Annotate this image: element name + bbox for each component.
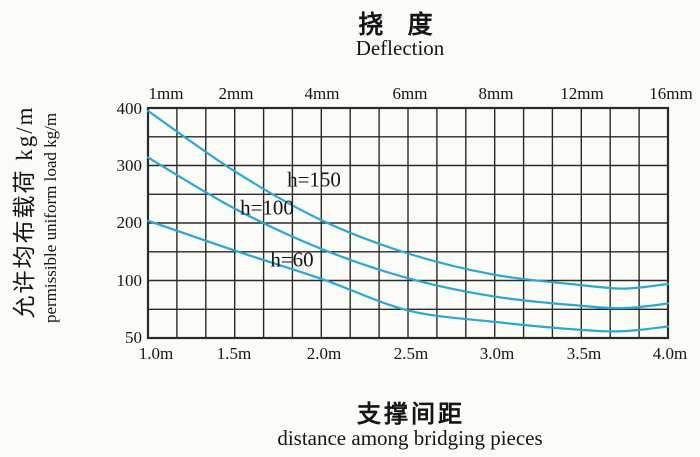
x-axis-title-zh: 支撑间距	[357, 402, 465, 428]
plot-border	[146, 106, 670, 340]
y-axis-title-zh: 允许均布载荷 kg/m	[12, 105, 37, 319]
bottom-axis-tick-5: 3.0m	[479, 344, 515, 363]
curve-h100	[146, 156, 670, 310]
top-axis-tick-3: 4mm	[304, 84, 340, 103]
y-axis-tick-50: 50	[125, 328, 142, 347]
top-axis-tick-2: 2mm	[218, 84, 254, 103]
curve-h150	[146, 109, 670, 290]
top-axis-tick-6: 12mm	[560, 84, 604, 103]
data-curves	[146, 109, 670, 333]
curve-h60	[146, 219, 670, 333]
curve-label-h100: h=100	[240, 195, 294, 220]
top-axis-tick-5: 8mm	[478, 84, 514, 103]
y-axis-title-en: permissible uniform load kg/m	[41, 112, 60, 324]
y-axis-tick-400: 400	[116, 99, 143, 118]
bottom-axis-tick-1: 1.0m	[138, 344, 174, 363]
bottom-axis-tick-4: 2.5m	[393, 344, 429, 363]
top-axis-tick-1: 1mm	[148, 84, 184, 103]
y-axis-tick-100: 100	[116, 271, 143, 290]
y-axis-tick-200: 200	[116, 213, 143, 232]
bottom-axis-tick-3: 2.0m	[306, 344, 342, 363]
curve-label-h150: h=150	[287, 167, 341, 192]
bottom-axis-tick-7: 4.0m	[652, 344, 688, 363]
grid-lines	[147, 107, 669, 339]
top-axis-tick-7: 16mm	[649, 84, 693, 103]
y-axis-tick-300: 300	[116, 156, 143, 175]
chart-title-en: Deflection	[355, 36, 445, 60]
curve-label-h60: h=60	[270, 247, 314, 272]
top-axis-tick-4: 6mm	[392, 84, 428, 103]
plot-area	[146, 106, 670, 340]
bottom-axis-tick-6: 3.5m	[566, 344, 602, 363]
plot-svg	[146, 106, 670, 340]
x-axis-title-en: distance among bridging pieces	[277, 426, 543, 450]
chart-title-zh: 挠 度	[358, 12, 442, 39]
bottom-axis-tick-2: 1.5m	[216, 344, 252, 363]
